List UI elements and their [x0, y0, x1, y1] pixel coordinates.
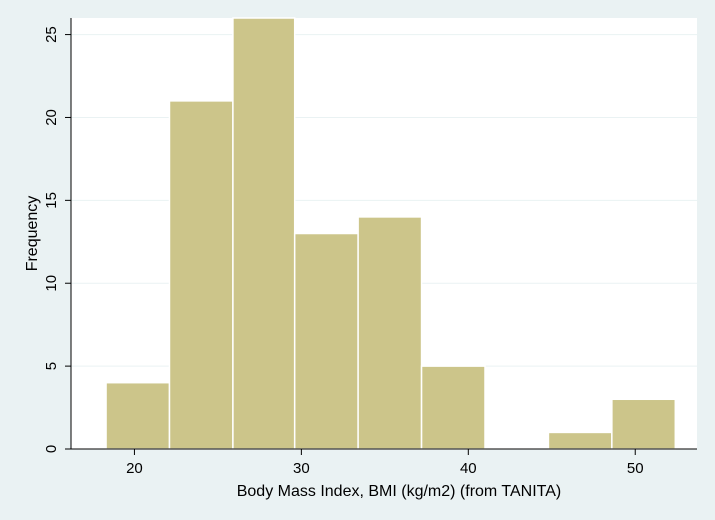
y-tick-label: 20 [43, 109, 60, 126]
histogram-bar [611, 398, 677, 450]
bars [105, 17, 677, 450]
histogram-bar [293, 232, 359, 450]
histogram-bar [547, 431, 613, 450]
y-tick-label: 10 [43, 275, 60, 292]
histogram-bar [168, 100, 234, 450]
histogram-bar [105, 381, 171, 450]
y-tick-label: 25 [43, 26, 60, 43]
x-axis-label: Body Mass Index, BMI (kg/m2) (from TANIT… [237, 483, 562, 500]
y-tick-label: 15 [43, 192, 60, 209]
x-tick-label: 50 [627, 460, 644, 477]
x-tick-label: 30 [293, 460, 310, 477]
y-axis-label: Frequency [24, 196, 41, 272]
x-tick-label: 20 [126, 460, 143, 477]
histogram-bar [420, 365, 486, 450]
histogram-bar [232, 17, 296, 450]
histogram-bar [357, 216, 423, 450]
x-tick-label: 40 [460, 460, 477, 477]
tick-labels: 0 5 10 15 20 25 20 30 40 50 [43, 26, 644, 477]
y-tick-label: 5 [43, 362, 60, 370]
axes [65, 18, 697, 455]
y-tick-label: 0 [43, 445, 60, 453]
